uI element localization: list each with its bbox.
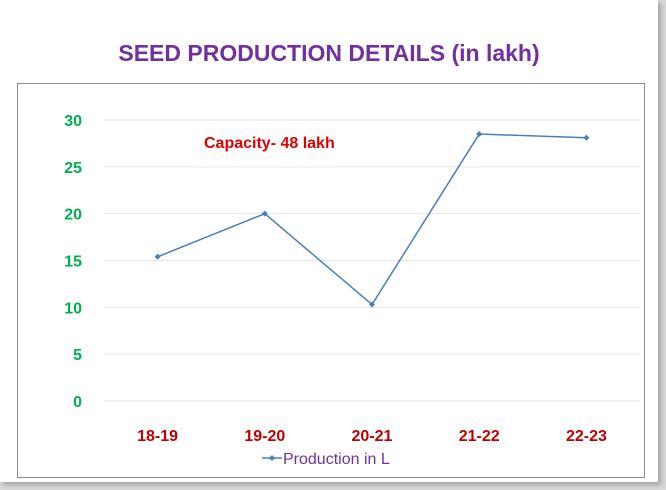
series-line: [157, 133, 587, 306]
y-tick-label: 15: [64, 254, 82, 271]
data-point: [154, 253, 161, 260]
legend-diamond-marker: [269, 455, 275, 461]
data-point: [261, 210, 268, 217]
y-tick-label: 0: [73, 394, 82, 411]
y-tick-label: 30: [64, 113, 82, 130]
data-point: [476, 131, 483, 138]
y-tick-label: 20: [64, 207, 82, 224]
y-tick-label: 25: [64, 160, 82, 177]
x-tick-label: 20-21: [352, 428, 393, 445]
line-chart: 0 5 10 15 20 25 30 18-19 19-20 20-21 21-22 22-23 C…: [64, 113, 640, 468]
data-point: [583, 134, 590, 141]
x-tick-label: 21-22: [459, 428, 500, 445]
x-tick-label: 19-20: [244, 428, 285, 445]
y-tick-label: 10: [64, 300, 82, 317]
chart-title: SEED PRODUCTION DETAILS (in lakh): [118, 40, 540, 66]
data-point: [369, 301, 375, 308]
x-tick-label: 18-19: [137, 428, 178, 445]
x-tick-label: 22-23: [566, 428, 607, 445]
y-tick-label: 5: [73, 347, 82, 364]
legend-label: Production in L: [283, 451, 390, 468]
capacity-annotation: Capacity- 48 lakh: [204, 135, 335, 152]
legend: Production in L: [262, 451, 390, 468]
slide: SEED PRODUCTION DETAILS (in lakh) 0 5 10 15…: [0, 0, 658, 482]
chart-frame: [17, 83, 645, 478]
